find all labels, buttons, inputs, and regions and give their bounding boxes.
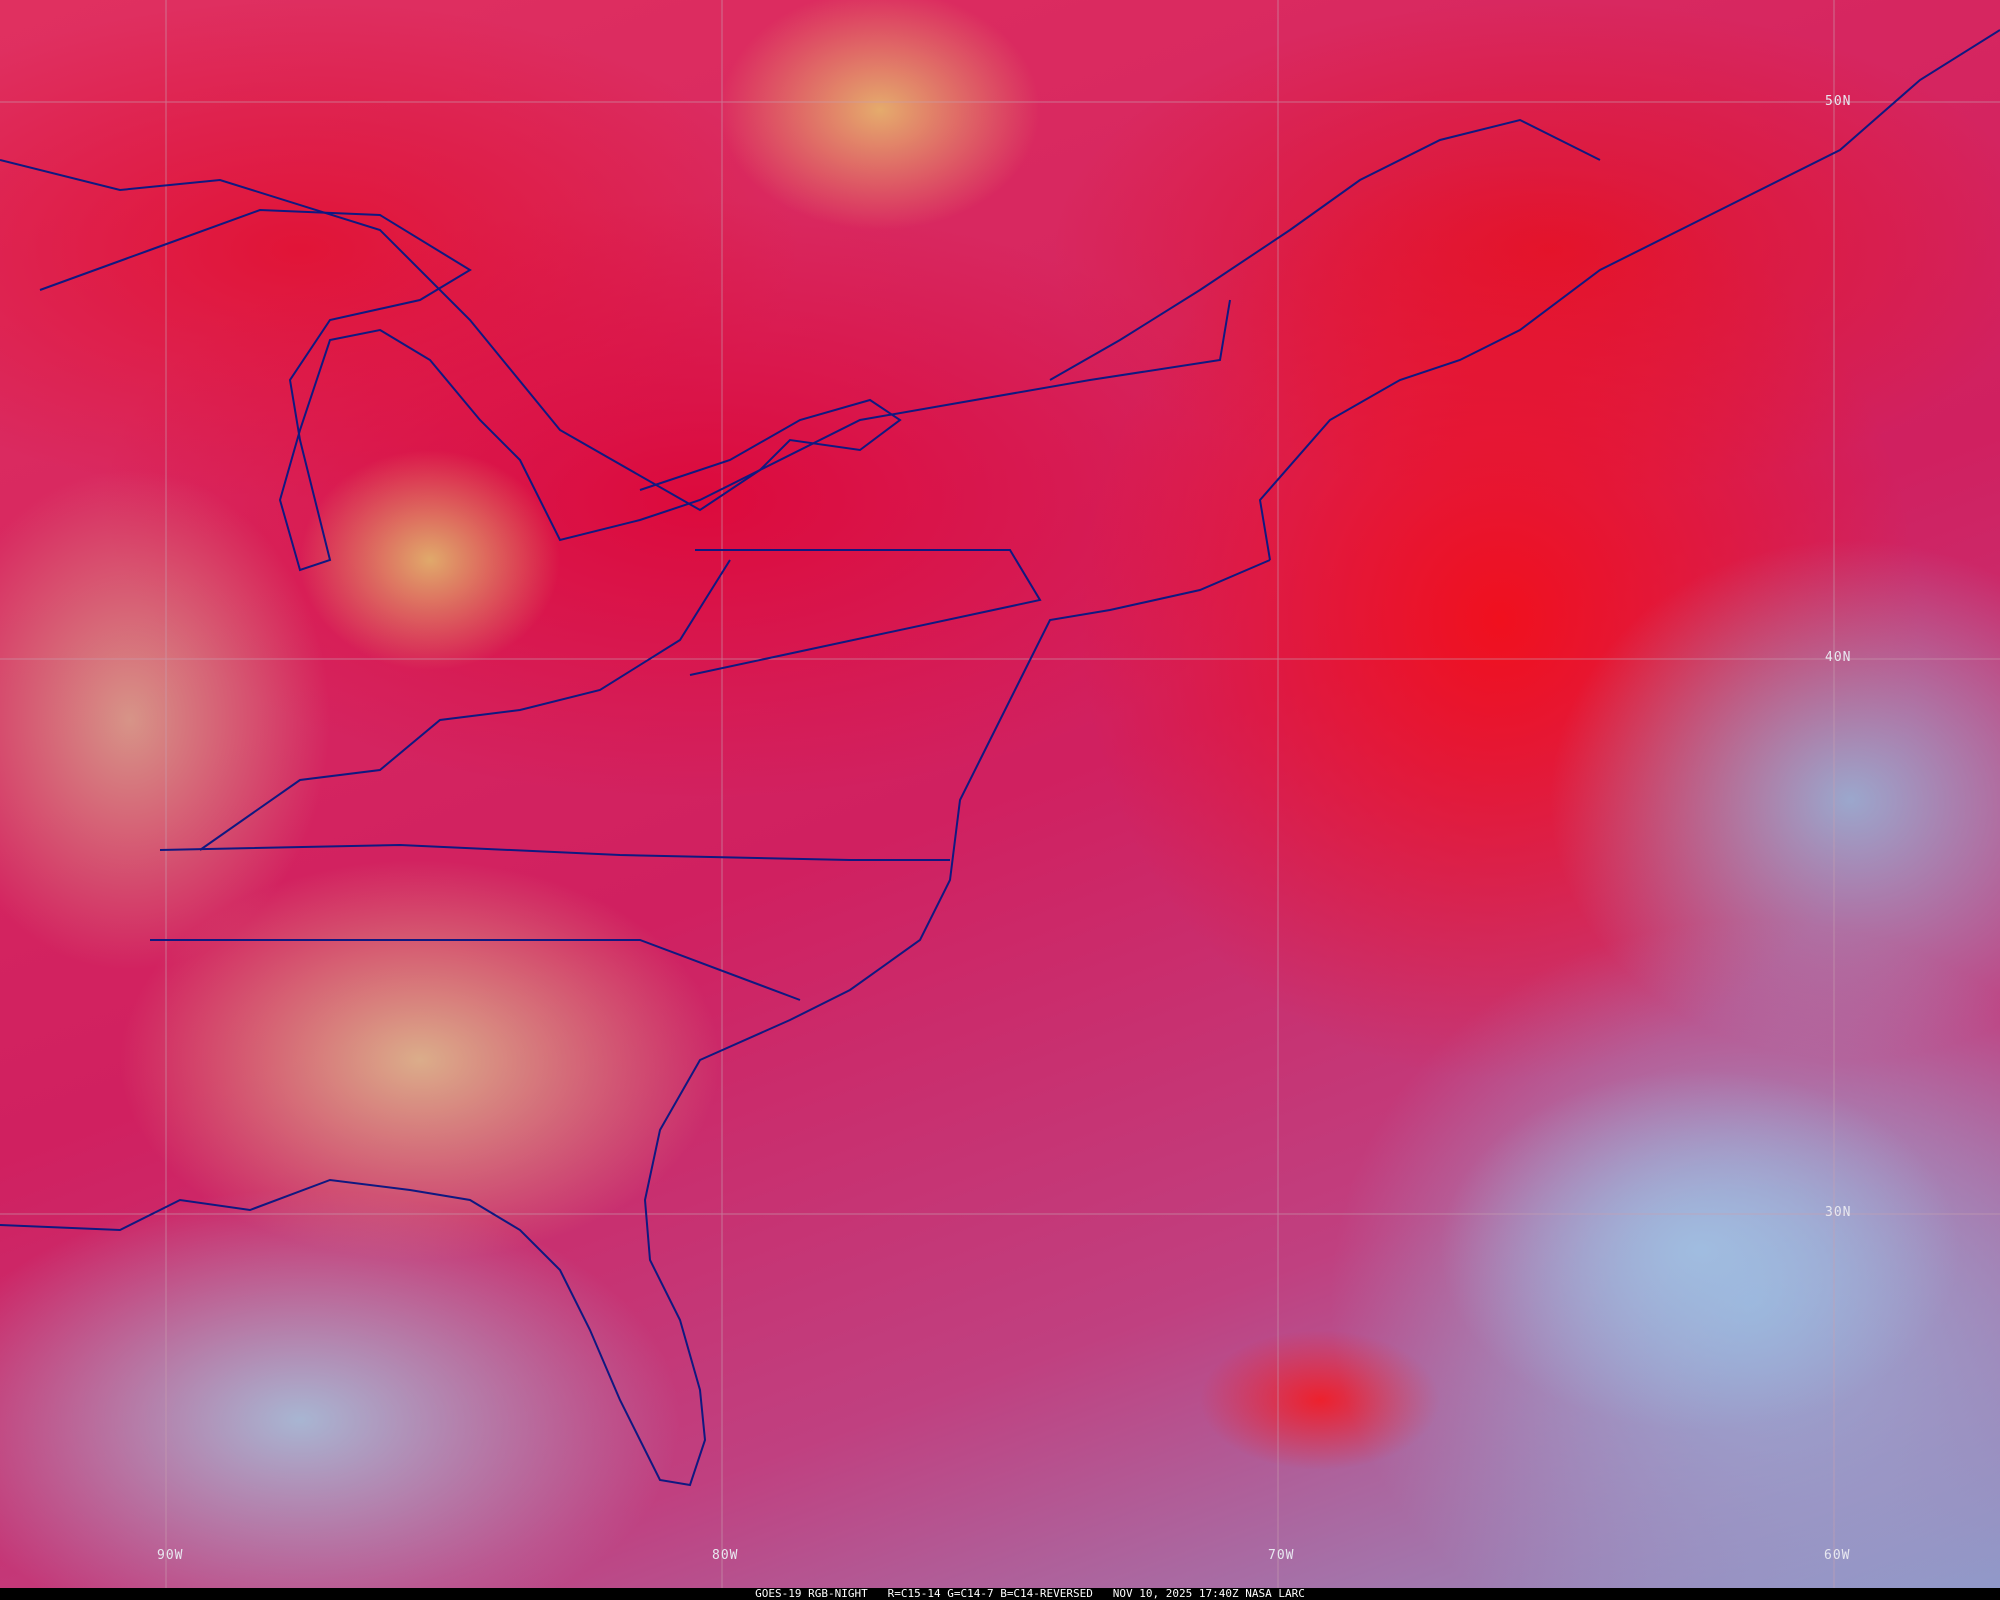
coastlines-and-borders <box>0 29 2000 1487</box>
state-border-pa <box>689 549 1042 676</box>
image-caption: GOES-19 RGB-NIGHT R=C15-14 G=C14-7 B=C14… <box>0 1588 2000 1600</box>
state-border-nc <box>159 843 950 861</box>
longitude-label: 80W <box>712 1548 739 1563</box>
state-border-ohio-river <box>199 559 731 851</box>
east-coast <box>0 559 1271 1487</box>
us-canada-border <box>0 159 1231 512</box>
latitude-label: 50N <box>1825 94 1852 109</box>
longitude-label: 60W <box>1824 1548 1851 1563</box>
longitude-label: 70W <box>1268 1548 1295 1563</box>
canada-coast <box>1258 29 2000 561</box>
longitude-label: 90W <box>157 1548 184 1563</box>
latitude-label: 40N <box>1825 650 1852 665</box>
great-lakes-outline <box>39 208 902 572</box>
latitude-label: 30N <box>1825 1205 1852 1220</box>
st-lawrence <box>1049 118 1601 381</box>
state-border-south <box>150 939 801 1001</box>
